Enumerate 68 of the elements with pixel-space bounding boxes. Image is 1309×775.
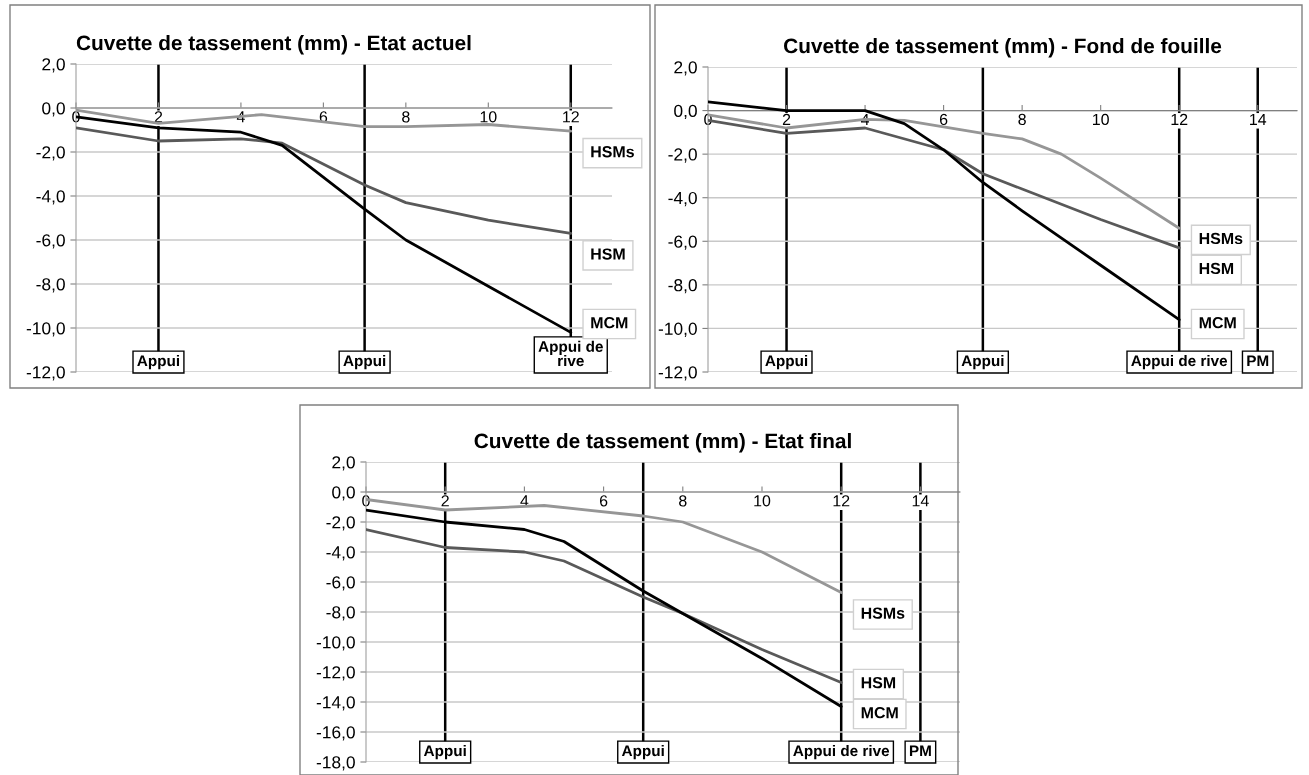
ref-line-label: Appui de rive bbox=[538, 340, 603, 367]
y-tick-label: -8,0 bbox=[326, 606, 355, 621]
y-tick-label: -6,0 bbox=[36, 234, 65, 249]
x-tick-label: 14 bbox=[912, 495, 929, 507]
series-label: MCM bbox=[861, 706, 898, 719]
x-tick-label: 10 bbox=[480, 111, 497, 123]
line-series bbox=[366, 528, 843, 684]
ref-line-label: Appui bbox=[961, 354, 1004, 370]
ref-line-label: PM bbox=[909, 745, 931, 757]
series-label: MCM bbox=[1199, 316, 1236, 329]
x-tick-label: 2 bbox=[782, 113, 791, 125]
series-label: HSMs bbox=[591, 146, 634, 158]
y-tick-label: 0,0 bbox=[674, 104, 697, 120]
ref-line-label: Appui bbox=[343, 354, 386, 370]
x-tick-label: 6 bbox=[599, 495, 608, 507]
y-tick-label: 0,0 bbox=[332, 486, 355, 501]
y-tick-label: -6,0 bbox=[668, 235, 697, 250]
y-tick-label: -14,0 bbox=[316, 696, 355, 711]
y-tick-label: -8,0 bbox=[36, 278, 65, 293]
x-tick-label: 8 bbox=[679, 495, 687, 507]
x-tick-label: 10 bbox=[1093, 113, 1109, 126]
x-tick-label: 2 bbox=[154, 111, 163, 123]
series-label: HSMs bbox=[861, 607, 905, 619]
series-label: HSMs bbox=[1199, 232, 1243, 245]
ref-line-label: Appui bbox=[621, 744, 664, 760]
y-tick-label: -4,0 bbox=[668, 191, 697, 207]
x-tick-label: 2 bbox=[441, 495, 449, 507]
y-tick-label: 2,0 bbox=[42, 58, 65, 73]
y-tick-label: -4,0 bbox=[36, 190, 65, 205]
x-tick-label: 12 bbox=[563, 111, 579, 123]
y-tick-label: -10,0 bbox=[658, 322, 697, 337]
y-tick-label: -12,0 bbox=[316, 666, 355, 681]
x-tick-label: 4 bbox=[520, 495, 529, 507]
chart-title: Cuvette de tassement (mm) - Etat final bbox=[474, 433, 851, 453]
series-label: HSM bbox=[861, 676, 896, 689]
x-tick-label: 14 bbox=[1250, 113, 1267, 125]
y-tick-label: -6,0 bbox=[326, 576, 355, 591]
x-tick-label: 8 bbox=[402, 111, 410, 123]
ref-line-label: PM bbox=[1247, 355, 1269, 367]
ref-line-label: Appui bbox=[137, 354, 180, 370]
x-tick-label: 12 bbox=[833, 495, 850, 507]
x-tick-label: 6 bbox=[939, 113, 948, 126]
y-tick-label: -10,0 bbox=[316, 636, 355, 651]
ref-line-label: Appui bbox=[765, 354, 808, 370]
y-tick-label: -2,0 bbox=[36, 146, 65, 161]
ref-line-label: Appui bbox=[423, 744, 466, 760]
x-tick-label: 8 bbox=[1018, 113, 1026, 126]
ref-line-label: Appui de rive bbox=[1131, 354, 1228, 370]
y-tick-label: -12,0 bbox=[658, 366, 697, 381]
x-tick-label: 12 bbox=[1171, 113, 1188, 125]
y-tick-label: -16,0 bbox=[316, 726, 355, 741]
ref-line-label: Appui de rive bbox=[793, 744, 890, 760]
chart-title: Cuvette de tassement (mm) - Etat actuel bbox=[76, 35, 471, 55]
y-tick-label: -12,0 bbox=[26, 366, 65, 381]
y-tick-label: 2,0 bbox=[674, 61, 697, 76]
y-tick-label: 2,0 bbox=[332, 456, 355, 471]
series-label: MCM bbox=[591, 316, 628, 329]
y-tick-label: -18,0 bbox=[316, 756, 355, 771]
y-tick-label: -4,0 bbox=[326, 546, 355, 561]
series-label: HSM bbox=[1199, 262, 1234, 275]
y-tick-label: -8,0 bbox=[668, 279, 697, 294]
y-tick-label: 0,0 bbox=[42, 102, 65, 117]
chart-title: Cuvette de tassement (mm) - Fond de fouille bbox=[784, 38, 1222, 58]
x-tick-label: 10 bbox=[754, 495, 771, 507]
y-tick-label: -2,0 bbox=[668, 148, 697, 163]
series-label: HSM bbox=[591, 248, 625, 260]
y-tick-label: -10,0 bbox=[26, 322, 65, 337]
y-tick-label: -2,0 bbox=[326, 516, 355, 531]
